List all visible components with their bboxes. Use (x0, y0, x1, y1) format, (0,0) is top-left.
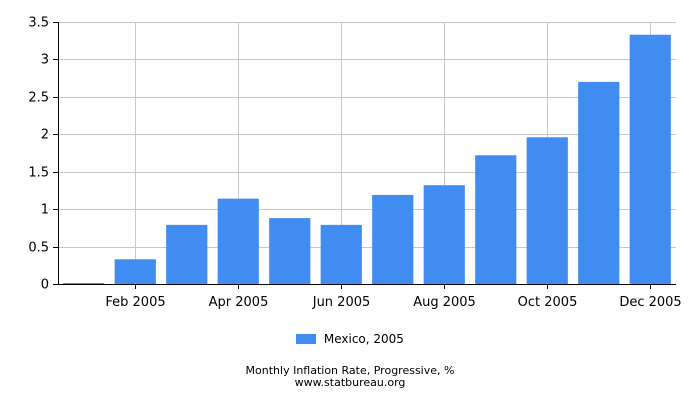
bar (629, 34, 671, 285)
bar-chart: 0 0.5 1 1.5 2 2.5 3 3.5 Feb 2005 Apr 2005 Jun 200… (28, 16, 682, 311)
x-tick-label: Aug 2005 (413, 295, 476, 310)
bar (63, 283, 105, 284)
source-url[interactable]: www.statbureau.org (294, 376, 406, 389)
x-tick-label: Apr 2005 (209, 295, 269, 310)
y-tick-label: 1 (41, 203, 49, 218)
y-tick-label: 2 (41, 128, 49, 143)
legend: Mexico, 2005 (0, 332, 700, 346)
bar (372, 194, 414, 284)
x-axis-ticks: Feb 2005 Apr 2005 Jun 2005 Aug 2005 Oct 2005… (105, 284, 682, 310)
y-tick-label: 2.5 (28, 91, 49, 106)
y-tick-label: 3 (41, 53, 49, 68)
chart-footer: Monthly Inflation Rate, Progressive, % w… (0, 365, 700, 389)
bars (63, 34, 671, 285)
legend-swatch (296, 333, 317, 344)
bar (320, 224, 362, 284)
bar (475, 155, 517, 284)
y-tick-label: 0.5 (28, 241, 49, 256)
x-tick-label: Feb 2005 (105, 295, 165, 310)
y-axis-ticks: 0 0.5 1 1.5 2 2.5 3 3.5 (28, 16, 58, 293)
bar (423, 185, 465, 284)
bar (166, 224, 208, 284)
x-tick-label: Oct 2005 (518, 295, 578, 310)
axes (58, 22, 676, 285)
bar (114, 259, 156, 284)
bar (526, 137, 568, 284)
x-tick-label: Jun 2005 (312, 295, 371, 310)
bar (217, 198, 259, 284)
x-tick-label: Dec 2005 (619, 295, 681, 310)
bar (269, 218, 311, 284)
y-tick-label: 0 (41, 278, 49, 293)
legend-label: Mexico, 2005 (323, 332, 404, 346)
bar (578, 81, 620, 284)
y-tick-label: 1.5 (28, 166, 49, 181)
chart-title: Monthly Inflation Rate, Progressive, % (245, 364, 455, 377)
y-tick-label: 3.5 (28, 16, 49, 31)
